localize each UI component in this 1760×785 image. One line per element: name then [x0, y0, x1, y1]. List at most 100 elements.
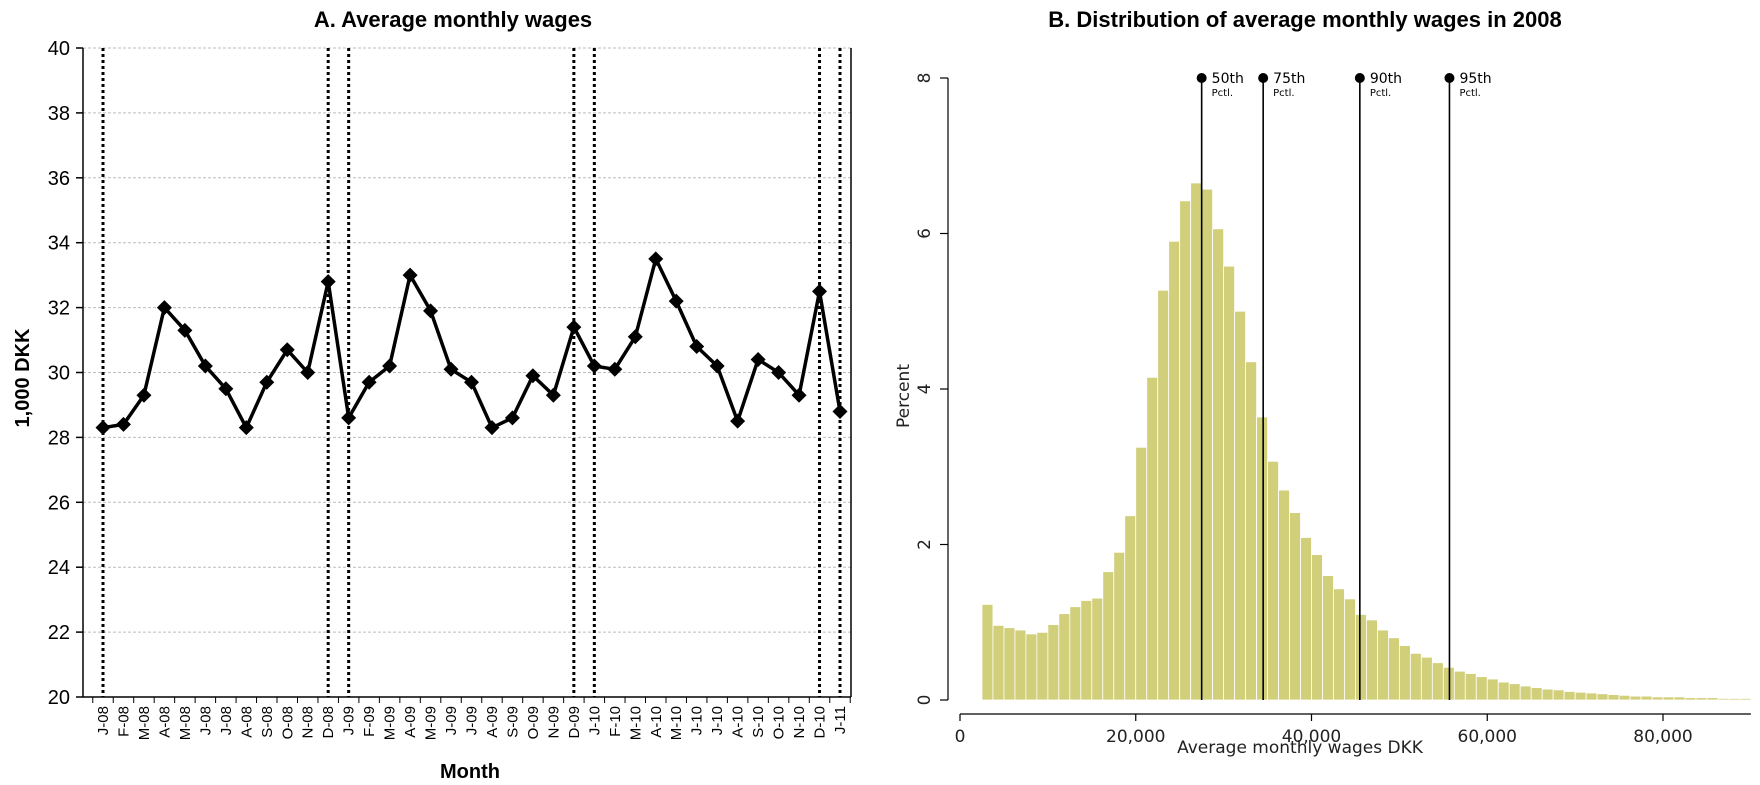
data-point-marker: [832, 403, 848, 419]
histogram-bar: [1091, 597, 1104, 701]
y-tick-label: 36: [48, 168, 70, 190]
data-point-marker: [361, 374, 377, 390]
histogram-bar: [1003, 627, 1016, 701]
histogram-bar: [1662, 696, 1675, 701]
percentile-sublabel: Pctl.: [1273, 88, 1294, 99]
histogram-bar: [1344, 598, 1356, 701]
histogram-bar: [1618, 694, 1631, 701]
x-tick-label: 60,000: [1458, 727, 1517, 747]
histogram-bar: [1212, 228, 1225, 701]
data-point-marker: [177, 322, 193, 338]
y-tick-label: 32: [48, 298, 70, 320]
histogram-bar: [1695, 697, 1708, 701]
data-point-marker: [504, 410, 520, 426]
data-point-marker: [750, 352, 766, 368]
y-tick-label: 0: [915, 695, 935, 706]
x-tick-label: M-10: [627, 706, 644, 740]
x-tick-label: S-10: [750, 706, 767, 738]
histogram-bar: [1563, 691, 1576, 701]
histogram-bar: [1464, 673, 1477, 701]
x-tick-label: J-10: [689, 706, 706, 735]
x-tick-label: J-09: [443, 706, 460, 735]
y-tick-label: 2: [915, 539, 935, 550]
x-tick-label: J-10: [709, 706, 726, 735]
histogram-bar: [1475, 676, 1488, 701]
x-tick-label: F-10: [607, 706, 624, 737]
panel-a-title: A. Average monthly wages: [314, 7, 592, 32]
percentile-label: 50th: [1212, 71, 1244, 87]
panel-b-axes: [940, 77, 1751, 721]
data-point-marker: [156, 300, 172, 316]
data-point-marker: [689, 339, 705, 355]
data-point-marker: [709, 358, 725, 374]
histogram-bar: [1157, 289, 1170, 701]
y-tick-label: 4: [915, 384, 935, 395]
panel-a-series: [95, 251, 848, 436]
series-line: [102, 257, 842, 430]
panel-b-y-tick-labels: 0 2 4 6 8: [915, 73, 935, 706]
data-point-marker: [402, 267, 418, 283]
panel-b-histogram: B. Distribution of average monthly wages…: [894, 7, 1752, 758]
percentile-dot: [1444, 73, 1455, 83]
histogram-bar: [992, 624, 1005, 701]
x-tick-label: D-10: [812, 706, 829, 739]
x-tick-label: J-08: [95, 706, 112, 735]
histogram-bar: [1519, 685, 1532, 701]
histogram-bar: [1146, 376, 1159, 701]
x-tick-label: J-09: [464, 706, 481, 735]
y-tick-label: 24: [48, 557, 70, 579]
x-tick-label: O-08: [279, 706, 296, 739]
histogram-bar: [1124, 515, 1137, 701]
histogram-bar: [1387, 637, 1400, 701]
histogram-bar: [1651, 696, 1664, 701]
x-tick-label: 80,000: [1633, 727, 1692, 747]
percentile-dot: [1258, 73, 1269, 83]
histogram-bar: [1036, 631, 1049, 701]
data-point-marker: [730, 413, 746, 429]
data-point-marker: [771, 365, 787, 380]
y-tick-label: 26: [48, 492, 70, 514]
x-tick-label: J-11: [832, 706, 849, 734]
data-point-marker: [341, 410, 357, 426]
x-tick-label: J-08: [197, 706, 214, 735]
histogram-bar: [1739, 698, 1752, 701]
x-tick-label: F-08: [115, 706, 132, 737]
histogram-bar: [1333, 588, 1345, 701]
histogram-bar: [1486, 678, 1499, 701]
histogram-bar: [1179, 200, 1192, 701]
histogram-bar: [981, 603, 994, 701]
data-point-marker: [115, 416, 131, 432]
histogram-bar: [1552, 689, 1565, 701]
data-point-marker: [320, 274, 336, 290]
data-point-marker: [607, 361, 623, 377]
histogram-bar: [1267, 460, 1279, 701]
panel-a-gridlines: [83, 47, 851, 633]
percentile-sublabel: Pctl.: [1212, 88, 1233, 99]
histogram-bar: [1300, 537, 1312, 701]
histogram-bar: [1717, 698, 1730, 701]
x-tick-label: M-10: [668, 706, 685, 740]
x-tick-label: 40,000: [1282, 727, 1341, 747]
histogram-bar: [1223, 265, 1236, 701]
histogram-bar: [1607, 694, 1620, 701]
histogram-bar: [1322, 575, 1334, 701]
histogram-bar: [1508, 683, 1521, 701]
histogram-bar: [1069, 606, 1082, 701]
histogram-bar: [1245, 361, 1257, 701]
data-point-marker: [279, 342, 295, 358]
data-point-marker: [627, 329, 643, 345]
data-point-marker: [566, 319, 582, 335]
histogram-bar: [1366, 619, 1378, 701]
x-tick-label: J-10: [586, 706, 603, 735]
y-tick-label: 22: [48, 622, 70, 644]
percentile-dot: [1196, 73, 1207, 83]
x-tick-label: M-08: [177, 706, 194, 740]
panel-b-y-axis-label: Percent: [894, 364, 914, 428]
x-tick-label: D-09: [566, 706, 583, 739]
panel-a-y-axis-label: 1,000 DKK: [12, 328, 34, 427]
panel-b-x-tick-labels: 0 20,000 40,000 60,000 80,000: [955, 727, 1693, 747]
histogram-bar: [1278, 489, 1290, 701]
x-tick-label: A-10: [730, 706, 747, 738]
x-tick-label: J-08: [218, 706, 235, 735]
